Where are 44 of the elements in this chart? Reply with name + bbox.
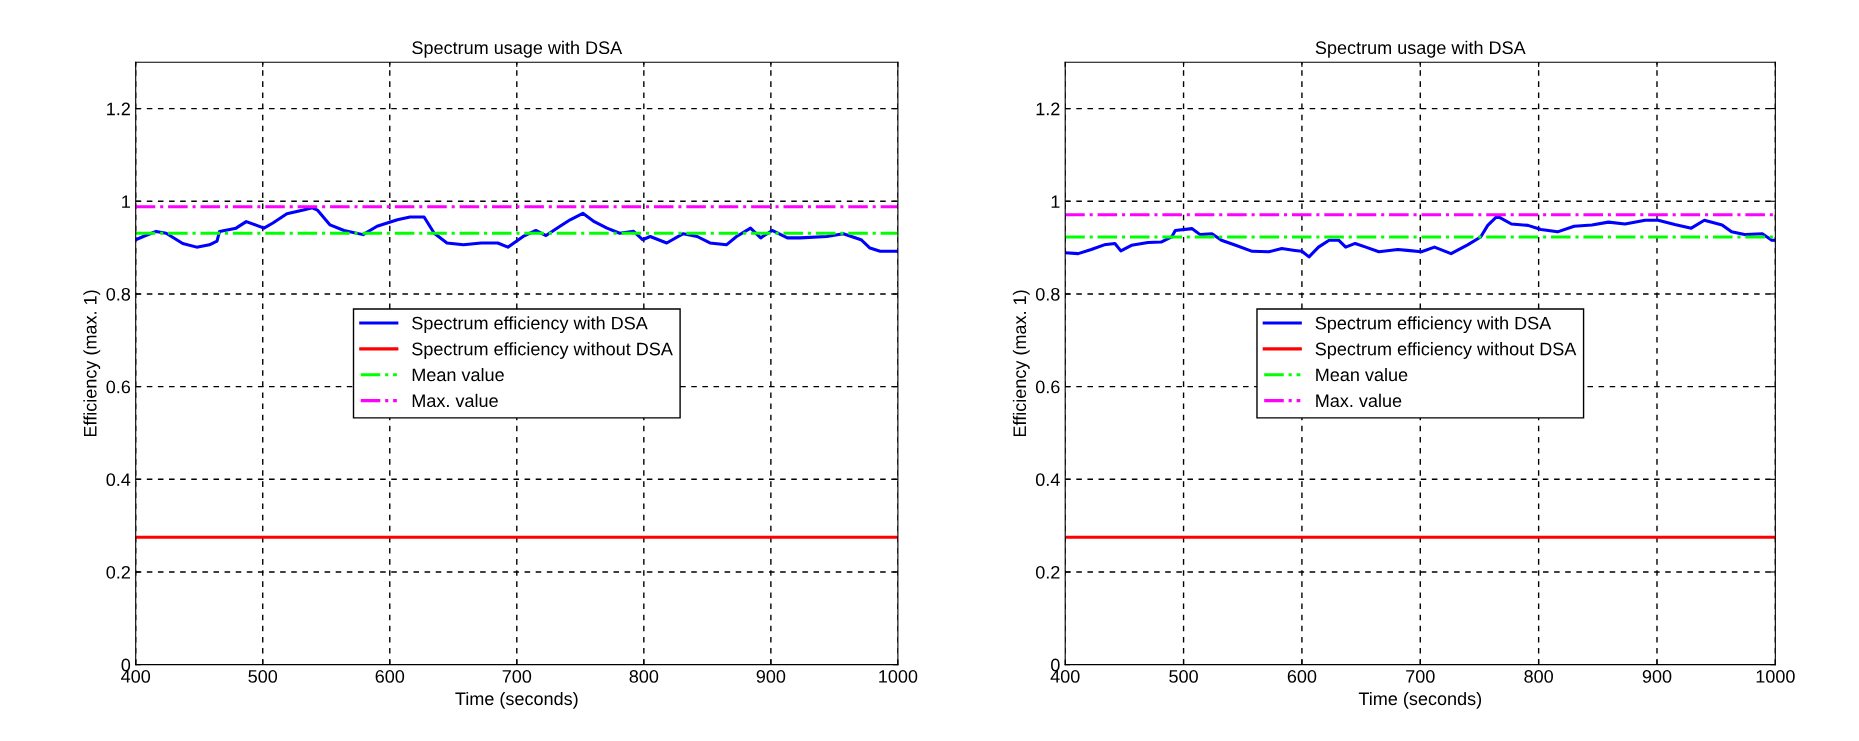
y-tick-label: 0.8 (1035, 287, 1060, 301)
y-tick-label: 0 (1051, 658, 1060, 672)
x-tick-label: 900 (1642, 670, 1672, 683)
chart-title: Spectrum usage with DSA (1315, 40, 1526, 58)
chart-title: Spectrum usage with DSA (412, 40, 623, 58)
legend-label: Spectrum efficiency without DSA (1315, 342, 1577, 359)
x-tick-label: 800 (629, 670, 659, 683)
y-tick-label: 0.8 (106, 287, 131, 301)
legend-label: Mean value (412, 367, 504, 382)
legend-label: Spectrum efficiency with DSA (412, 316, 648, 334)
x-tick-label: 900 (756, 670, 786, 683)
legend-label: Spectrum efficiency with DSA (1315, 316, 1552, 334)
y-tick-label: 0.2 (1035, 565, 1060, 579)
legend-label: Max. value (1316, 393, 1402, 408)
x-tick-label: 1000 (879, 670, 918, 683)
x-tick-label: 600 (1287, 670, 1317, 683)
y-tick-label: 1.2 (1036, 102, 1060, 116)
y-tick-label: 0.4 (1035, 473, 1060, 487)
y-tick-label: 1.2 (107, 102, 130, 116)
x-tick-label: 600 (375, 670, 405, 683)
x-tick-label: 400 (121, 670, 151, 683)
legend-label: Spectrum efficiency without DSA (412, 342, 673, 359)
x-axis-title: Time (seconds) (1358, 691, 1482, 709)
y-axis-title: Efficiency (max. 1) (1012, 290, 1030, 437)
y-tick-label: 0.4 (106, 473, 131, 487)
x-tick-label: 500 (248, 670, 278, 683)
y-tick-label: 1 (1051, 195, 1060, 208)
x-tick-label: 1000 (1756, 670, 1795, 683)
line-series (135, 206, 898, 253)
legend-label: Mean value (1316, 367, 1408, 382)
x-tick-label: 400 (1050, 670, 1080, 683)
x-tick-label: 800 (1524, 670, 1553, 683)
x-tick-label: 700 (502, 670, 532, 683)
x-axis-title: Time (seconds) (455, 691, 578, 709)
y-tick-label: 1 (122, 195, 130, 208)
y-tick-label: 0.6 (1035, 380, 1060, 394)
x-tick-label: 700 (1406, 670, 1435, 683)
y-axis-title: Efficiency (max. 1) (83, 290, 101, 437)
line-series (1065, 214, 1776, 259)
legend-label: Max. value (412, 393, 498, 408)
y-tick-label: 0.2 (106, 565, 130, 579)
y-tick-label: 0 (121, 658, 131, 672)
y-tick-label: 0.6 (106, 380, 131, 394)
x-tick-label: 500 (1169, 670, 1198, 683)
